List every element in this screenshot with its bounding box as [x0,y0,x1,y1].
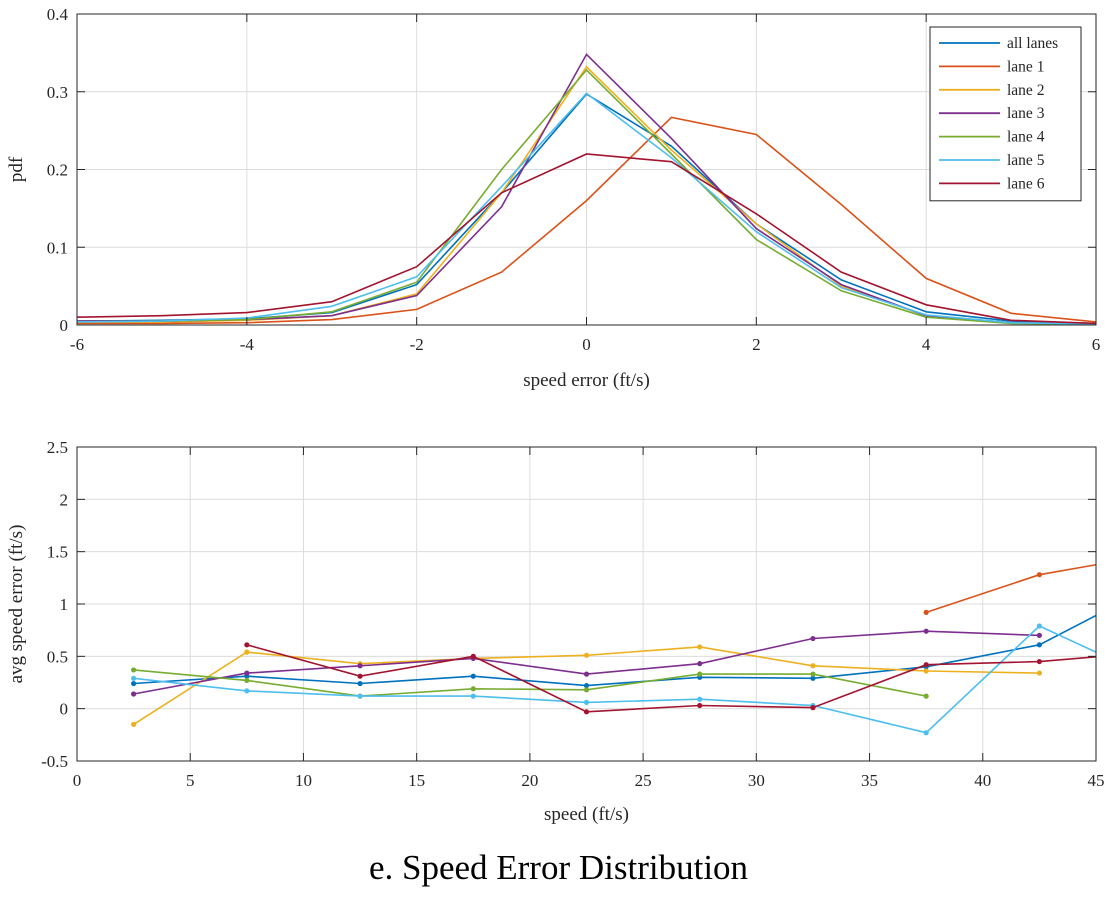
data-point-lane-3 [923,628,929,634]
data-point-lane-5 [244,688,250,694]
y-axis-label: avg speed error (ft/s) [6,525,27,684]
pdf-chart: -6 -4 -2 0 2 4 6 0 0.1 0.2 0.3 0.4 speed error (ft/s… [6,5,1100,391]
y-tick-label: 0.4 [47,5,69,24]
data-point-lane-3 [131,691,137,697]
data-point-lane-5 [357,693,363,699]
data-point-lane-4 [923,693,929,699]
data-point-lane-4 [244,677,250,684]
y-tick-label: 2.5 [47,438,68,457]
data-point-lane-6 [583,709,590,715]
x-tick-label: 2 [752,335,761,354]
avg-speed-error-chart: 0 5 10 15 20 25 30 35 40 45 -0.5 0 0.5 1 1.5 2 2.5 speed … [6,438,1105,825]
data-point-lane-6 [810,705,816,711]
data-point-all-lanes [470,673,476,679]
data-point-lane-3 [1036,632,1042,639]
data-point-lane-1 [923,609,929,615]
data-point-lane-5 [583,699,590,705]
x-axis-label: speed (ft/s) [544,804,629,825]
data-point-all-lanes [357,680,363,687]
data-point-lane-2 [131,721,137,727]
data-point-lane-2 [583,652,590,658]
data-point-lane-4 [131,667,137,673]
y-axis-label: pdf [6,156,27,182]
y-tick-label: -0.5 [41,752,68,771]
x-tick-label: 0 [582,335,591,354]
data-point-lane-2 [923,668,929,674]
x-tick-label: -4 [240,335,255,354]
data-point-lane-6 [470,653,476,659]
data-point-lane-3 [810,635,816,642]
data-point-all-lanes [810,675,816,681]
legend-label-lane-5: lane 5 [1007,152,1045,169]
data-point-lane-3 [244,670,250,676]
series-line-lane-4 [133,669,927,697]
x-axis-label: speed error (ft/s) [523,370,650,391]
legend-label-all-lanes: all lanes [1007,35,1058,52]
legend: all lanes lane 1 lane 2 lane 3 lane 4 lane 5 l… [929,26,1082,202]
data-point-lane-2 [1036,670,1042,676]
data-point-lane-5 [923,730,929,736]
data-point-lane-5 [131,675,137,681]
data-point-lane-4 [810,671,816,677]
data-point-lane-4 [697,671,703,677]
data-point-lane-2 [697,644,703,650]
legend-label-lane-2: lane 2 [1007,82,1044,99]
legend-label-lane-3: lane 3 [1007,105,1045,122]
y-tick-label: 1 [60,595,69,614]
x-tick-label: 30 [748,771,765,790]
y-tick-label: 0.1 [47,238,68,257]
data-point-lane-5 [697,696,703,702]
x-tick-label: 0 [73,771,82,790]
data-point-lane-5 [1036,623,1042,629]
x-tick-label: 45 [1088,771,1105,790]
data-point-lane-6 [923,662,929,668]
data-point-lane-3 [357,663,363,669]
x-tick-label: 35 [861,771,878,790]
x-tick-label: 25 [635,771,652,790]
y-tick-label: 2 [60,490,69,509]
y-tick-label: 1.5 [47,543,68,562]
data-point-lane-3 [583,671,590,677]
data-point-lane-1 [1036,572,1042,578]
legend-label-lane-6: lane 6 [1007,175,1045,192]
data-point-all-lanes [131,680,137,687]
x-tick-label: 5 [186,771,195,790]
data-point-lane-2 [810,663,816,669]
data-point-all-lanes [583,683,590,689]
data-point-lane-6 [357,673,363,679]
data-point-lane-4 [583,687,590,693]
y-tick-label: 0.2 [47,161,68,180]
x-tick-label: -6 [70,335,84,354]
data-point-all-lanes [1036,642,1042,648]
y-tick-label: 0.3 [47,83,68,102]
data-point-lane-3 [697,661,703,667]
data-point-lane-2 [244,649,250,655]
x-tick-label: -2 [410,335,424,354]
y-tick-label: 0 [60,700,69,719]
x-tick-label: 4 [922,335,931,354]
figure-caption: e. Speed Error Distribution [368,848,749,887]
series-line-lane-6 [77,153,1096,325]
series-line-lane-5 [133,625,1096,734]
data-point-lane-4 [470,686,476,692]
y-tick-label: 0 [60,316,69,335]
x-tick-label: 6 [1092,335,1101,354]
x-tick-label: 15 [408,771,425,790]
data-point-lane-5 [470,693,476,699]
x-tick-label: 10 [295,771,312,790]
data-point-lane-6 [244,642,250,648]
data-point-lane-6 [1036,658,1042,665]
legend-label-lane-1: lane 1 [1007,58,1044,75]
x-tick-label: 40 [974,771,991,790]
data-point-lane-6 [697,702,703,709]
x-tick-label: 20 [521,771,538,790]
series-group [131,563,1096,736]
legend-label-lane-4: lane 4 [1007,129,1045,146]
y-tick-label: 0.5 [47,647,68,666]
